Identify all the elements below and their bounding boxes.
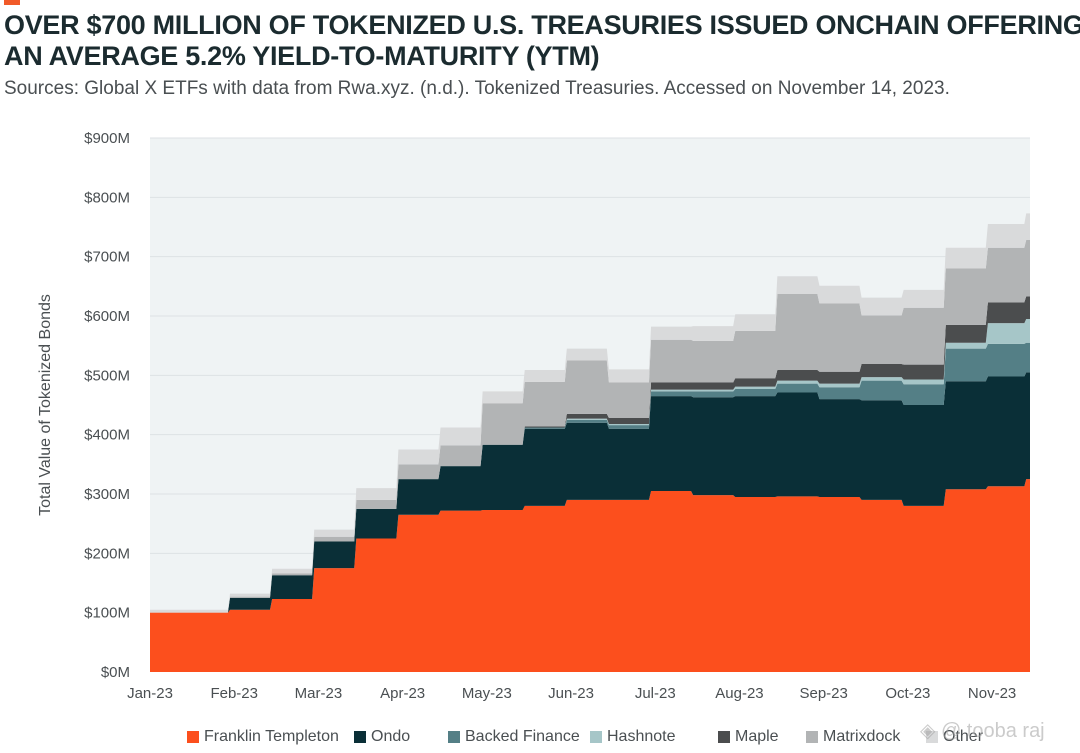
y-tick-label: $300M (84, 486, 130, 503)
legend-label: Franklin Templeton (204, 728, 339, 745)
y-tick-label: $700M (84, 249, 130, 266)
y-tick-label: $400M (84, 427, 130, 444)
legend-item-other: Other (926, 726, 983, 748)
chart-area: $0M $100M $200M $300M $400M $500M $600M $700M $8… (37, 130, 1030, 702)
x-tick-label: Nov-23 (968, 685, 1016, 702)
legend-item-matrixdock: Matrixdock (806, 726, 900, 748)
area-matrixdock (150, 240, 1030, 613)
legend-label: Other (943, 728, 984, 745)
legend-swatch (590, 731, 602, 743)
legend-label: Maple (735, 728, 779, 745)
watermark-text: tooba raj (966, 720, 1045, 742)
legend-label: Ondo (371, 728, 411, 745)
legend-swatch (354, 731, 366, 743)
legend-item-hashnote: Hashnote (590, 726, 676, 748)
area-franklin-templeton (150, 479, 1030, 672)
x-tick-label: Aug-23 (715, 685, 763, 702)
y-tick-label: $800M (84, 189, 130, 206)
legend-swatch (448, 731, 460, 743)
x-tick-label: Feb-23 (210, 685, 258, 702)
chart-title-line-1: OVER $700 MILLION OF TOKENIZED U.S. TREA… (4, 10, 1080, 40)
chart-subtitle: Sources: Global X ETFs with data from Rw… (4, 78, 950, 99)
chart-title-line-2: AN AVERAGE 5.2% YIELD-TO-MATURITY (YTM) (4, 41, 600, 71)
legend-swatch (806, 731, 818, 743)
stacked-areas (150, 213, 1030, 672)
x-tick-label: Jan-23 (127, 685, 173, 702)
y-axis-ticks: $0M $100M $200M $300M $400M $500M $600M $700M $8… (84, 130, 130, 681)
x-tick-label: Oct-23 (885, 685, 930, 702)
x-tick-label: Jun-23 (548, 685, 594, 702)
x-axis-ticks: Jan-23 Feb-23 Mar-23 Apr-23 May-23 Jun-23 Jul-… (127, 685, 1016, 702)
legend: Franklin Templeton Ondo Backed Finance Hash… (0, 726, 1080, 748)
legend-label: Hashnote (607, 728, 676, 745)
y-tick-label: $600M (84, 308, 130, 325)
chart-title: OVER $700 MILLION OF TOKENIZED U.S. TREA… (4, 10, 1080, 72)
legend-item-franklin-templeton: Franklin Templeton (187, 726, 339, 748)
watermark: ◈ @ tooba raj (920, 720, 1045, 742)
area-ondo (150, 372, 1030, 613)
legend-item-maple: Maple (718, 726, 779, 748)
y-tick-label: $100M (84, 605, 130, 622)
y-tick-label: $900M (84, 130, 130, 147)
x-tick-label: Sep-23 (799, 685, 847, 702)
x-tick-label: Jul-23 (635, 685, 676, 702)
legend-swatch (926, 731, 938, 743)
y-axis-label: Total Value of Tokenized Bonds (37, 294, 54, 516)
x-tick-label: May-23 (462, 685, 512, 702)
legend-item-backed-finance: Backed Finance (448, 726, 580, 748)
legend-label: Backed Finance (465, 728, 580, 745)
legend-swatch (187, 731, 199, 743)
legend-swatch (718, 731, 730, 743)
legend-label: Matrixdock (823, 728, 901, 745)
area-maple (150, 296, 1030, 613)
x-tick-label: Apr-23 (380, 685, 425, 702)
legend-item-ondo: Ondo (354, 726, 410, 748)
y-tick-label: $200M (84, 545, 130, 562)
accent-bar (4, 0, 20, 5)
y-tick-label: $500M (84, 367, 130, 384)
x-tick-label: Mar-23 (295, 685, 343, 702)
y-tick-label: $0M (101, 664, 130, 681)
